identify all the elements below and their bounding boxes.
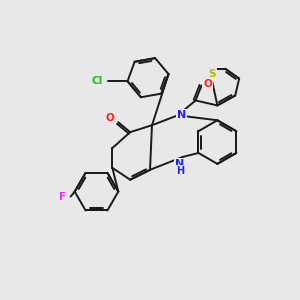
Text: F: F <box>59 192 66 202</box>
Text: O: O <box>106 113 115 123</box>
Text: H: H <box>176 166 184 176</box>
Text: N: N <box>177 110 186 120</box>
Text: Cl: Cl <box>92 76 103 86</box>
Text: S: S <box>209 69 216 79</box>
Text: N: N <box>175 159 184 169</box>
Text: O: O <box>203 79 212 88</box>
